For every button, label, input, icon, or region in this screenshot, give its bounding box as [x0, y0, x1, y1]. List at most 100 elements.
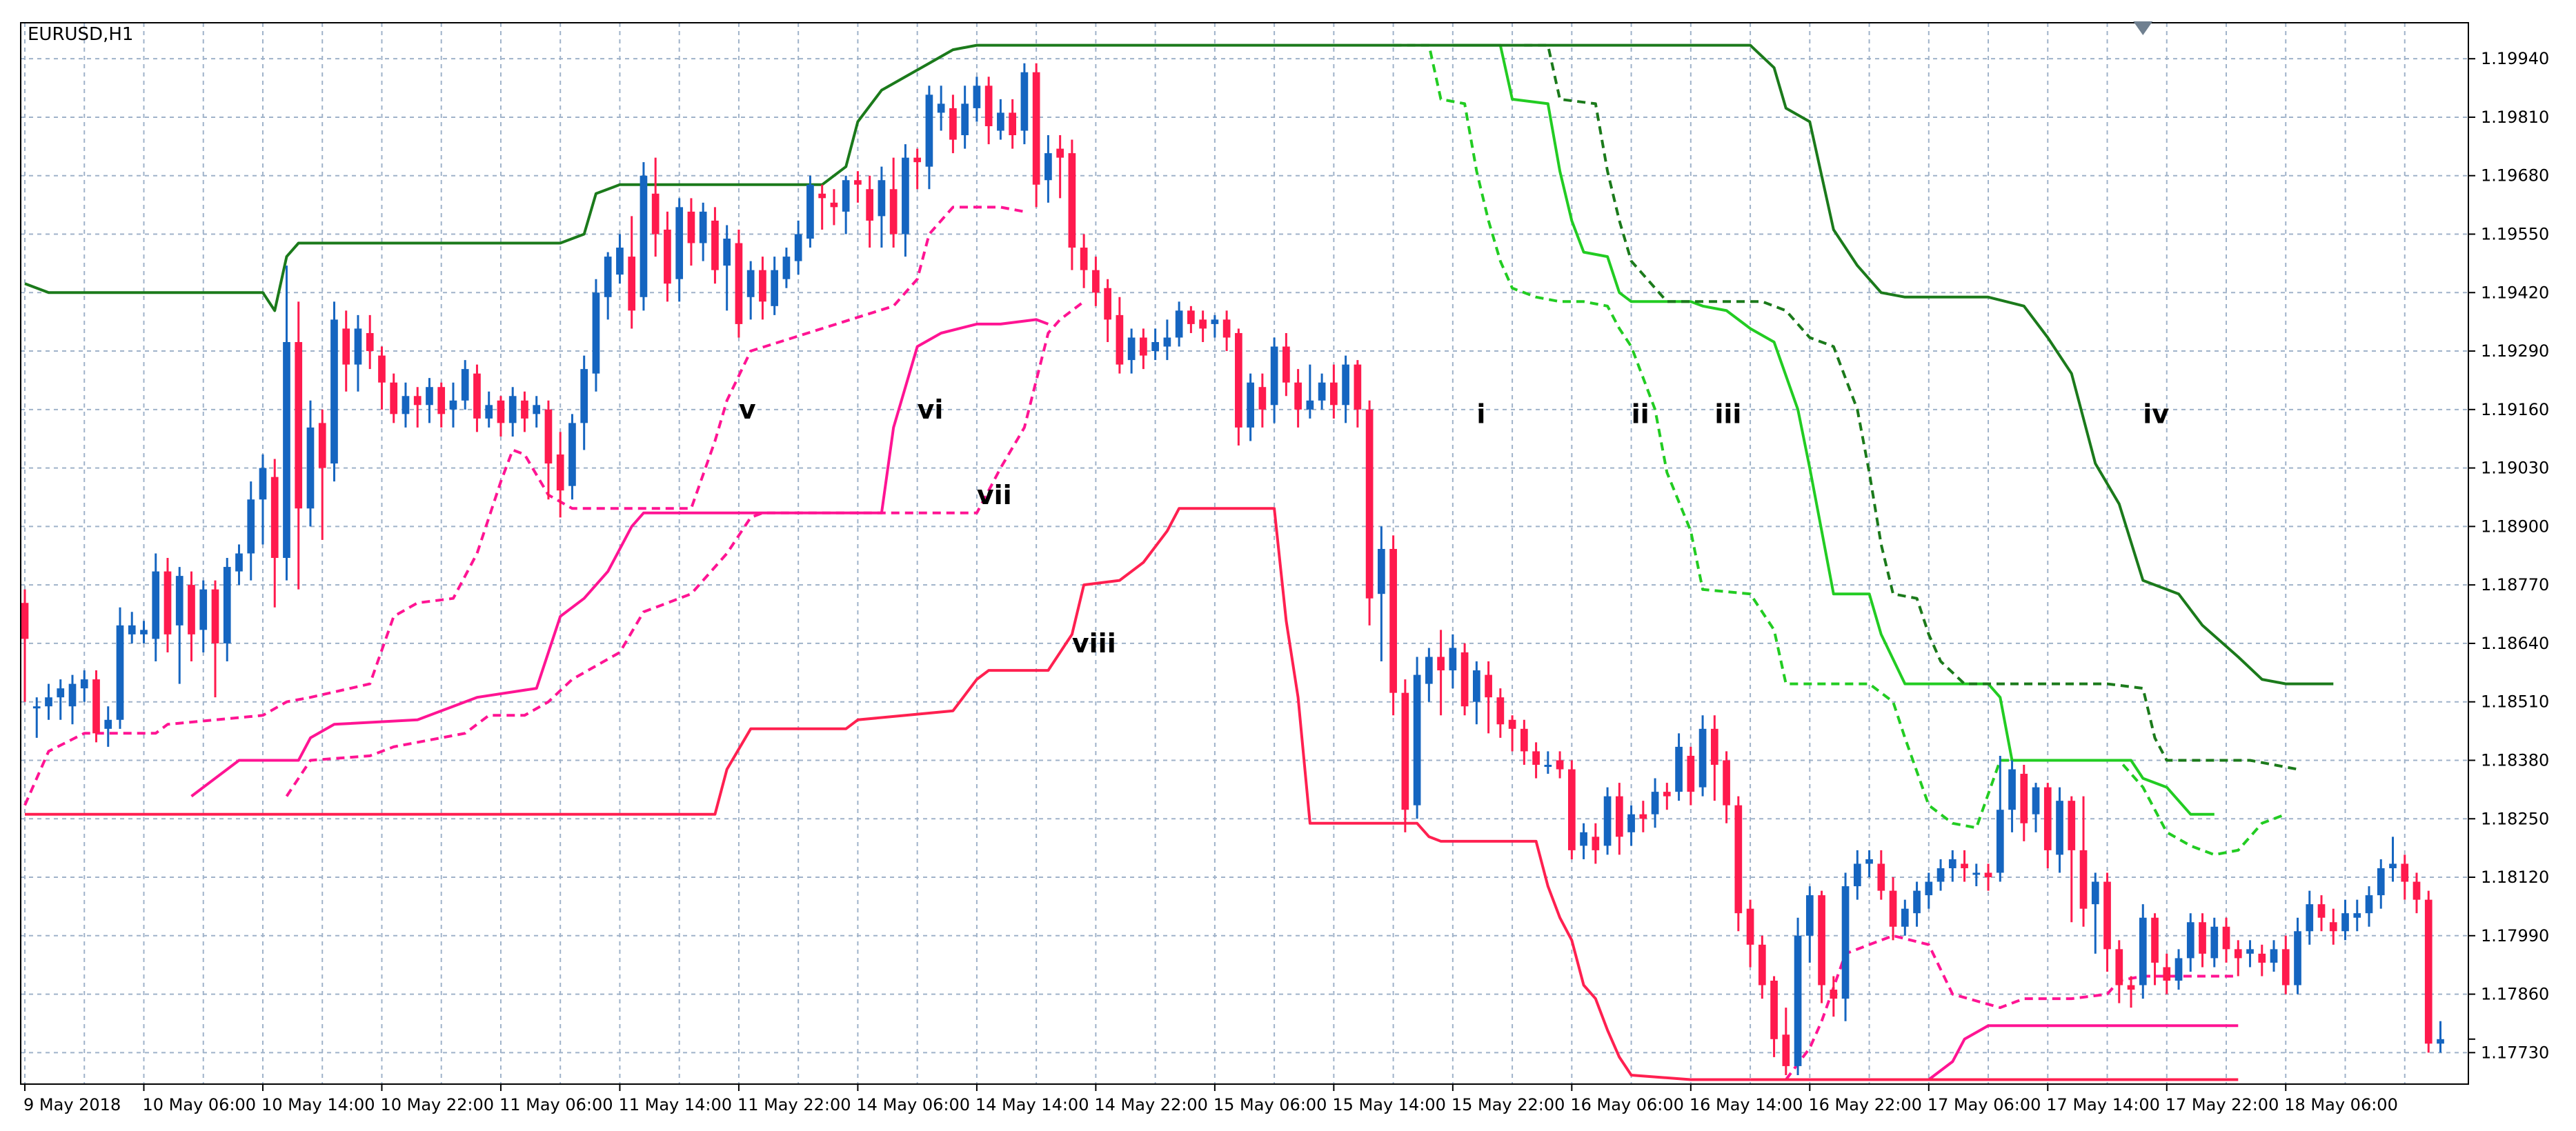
x-tick-label: 10 May 06:00: [142, 1095, 256, 1114]
candle-body: [687, 211, 695, 243]
x-tick-label: 9 May 2018: [23, 1095, 121, 1114]
candle-body: [437, 387, 446, 414]
x-tick-label: 11 May 06:00: [499, 1095, 613, 1114]
candle-body: [1104, 288, 1111, 320]
candle-body: [497, 400, 505, 423]
candle-body: [164, 571, 172, 634]
candle-body: [544, 409, 553, 464]
candle-body: [1306, 400, 1314, 410]
candle-body: [1556, 760, 1564, 770]
candle-body: [1032, 72, 1040, 185]
candle-body: [1948, 859, 1956, 868]
y-tick-label: 1.19160: [2481, 400, 2549, 419]
candle-body: [651, 193, 660, 234]
candle-body: [533, 405, 541, 414]
candle-body: [1984, 872, 1992, 878]
candle-body: [449, 400, 457, 410]
annotation-label-vi: vi: [918, 394, 944, 425]
candle-body: [1936, 868, 1945, 882]
series-line-vi: [190, 318, 1049, 798]
candle-body: [2103, 881, 2111, 950]
candle-body: [2032, 787, 2040, 814]
candle-body: [270, 477, 279, 559]
candle-body: [889, 189, 898, 234]
candle-body: [1567, 769, 1576, 850]
candle-body: [2091, 881, 2099, 905]
candle-body: [592, 292, 600, 374]
candle-body: [1520, 728, 1528, 752]
candle-body: [1830, 990, 1838, 999]
candle-body: [973, 86, 981, 108]
candle-body: [1258, 387, 1267, 410]
x-tick-label: 11 May 22:00: [737, 1095, 851, 1114]
candle-body: [223, 567, 231, 643]
candle-body: [57, 688, 65, 698]
x-tick-label: 14 May 14:00: [975, 1095, 1089, 1114]
y-tick-label: 1.17860: [2481, 985, 2549, 1004]
candle-body: [2424, 899, 2433, 1044]
candle-body: [140, 630, 148, 634]
candle-body: [1389, 548, 1397, 693]
annotation-label-viii: viii: [1072, 628, 1116, 659]
x-tick-label: 14 May 22:00: [1094, 1095, 1208, 1114]
candle-body: [413, 396, 422, 406]
candle-body: [235, 553, 243, 572]
candle-body: [92, 679, 100, 734]
candle-body: [1009, 112, 1016, 136]
candle-body: [402, 396, 410, 414]
candle-body: [2401, 863, 2409, 882]
candle-body: [913, 157, 922, 163]
candle-body: [1877, 863, 1885, 891]
candle-body: [854, 180, 862, 185]
y-tick-label: 1.19420: [2481, 283, 2549, 302]
candle-body: [1496, 697, 1505, 725]
x-tick-label: 18 May 06:00: [2284, 1095, 2398, 1114]
candle-body: [80, 679, 88, 689]
candle-body: [2365, 895, 2373, 914]
x-tick-label: 16 May 06:00: [1570, 1095, 1684, 1114]
candle-body: [473, 373, 481, 419]
candle-body: [116, 625, 124, 720]
candle-body: [1460, 652, 1469, 707]
candle-body: [1294, 382, 1302, 410]
y-tick-label: 1.17730: [2481, 1043, 2549, 1062]
candle-body: [961, 103, 969, 136]
series-line-v: [23, 206, 1025, 806]
x-tick-label: 15 May 06:00: [1213, 1095, 1327, 1114]
candle-body: [1698, 728, 1707, 788]
candle-body: [1663, 792, 1671, 797]
candle-body: [806, 184, 814, 239]
candle-body: [699, 211, 707, 243]
candle-body: [1675, 746, 1683, 792]
y-tick-label: 1.19550: [2481, 224, 2549, 243]
candle-body: [1889, 890, 1897, 927]
candle-body: [1140, 337, 1147, 356]
y-tick-label: 1.19680: [2481, 166, 2549, 186]
y-tick-label: 1.18770: [2481, 575, 2549, 594]
candle-body: [1378, 548, 1385, 594]
y-tick-label: 1.19290: [2481, 341, 2549, 361]
x-tick-label: 16 May 14:00: [1690, 1095, 1803, 1114]
y-tick-label: 1.18640: [2481, 634, 2549, 653]
candle-body: [259, 468, 267, 500]
candle-body: [2068, 801, 2076, 850]
candle-body: [2127, 985, 2135, 990]
candle-body: [1723, 760, 1730, 805]
candle-body: [21, 603, 29, 639]
candle-body: [902, 157, 909, 234]
candle-body: [1865, 859, 1873, 864]
series-layer: [23, 43, 2334, 1081]
annotation-label-iii: iii: [1714, 399, 1741, 429]
candle-body: [2222, 926, 2230, 950]
candle-body: [1710, 728, 1718, 765]
candle-body: [1056, 148, 1064, 158]
candle-body: [2270, 949, 2278, 963]
candle-body: [1044, 153, 1052, 181]
candle-body: [1235, 332, 1242, 428]
candle-body: [1532, 751, 1540, 765]
x-tick-label: 15 May 14:00: [1332, 1095, 1446, 1114]
candle-body: [152, 571, 160, 639]
candle-body: [283, 342, 290, 559]
plot-frame: [20, 22, 2469, 1085]
annotation-label-vii: vii: [977, 480, 1012, 510]
